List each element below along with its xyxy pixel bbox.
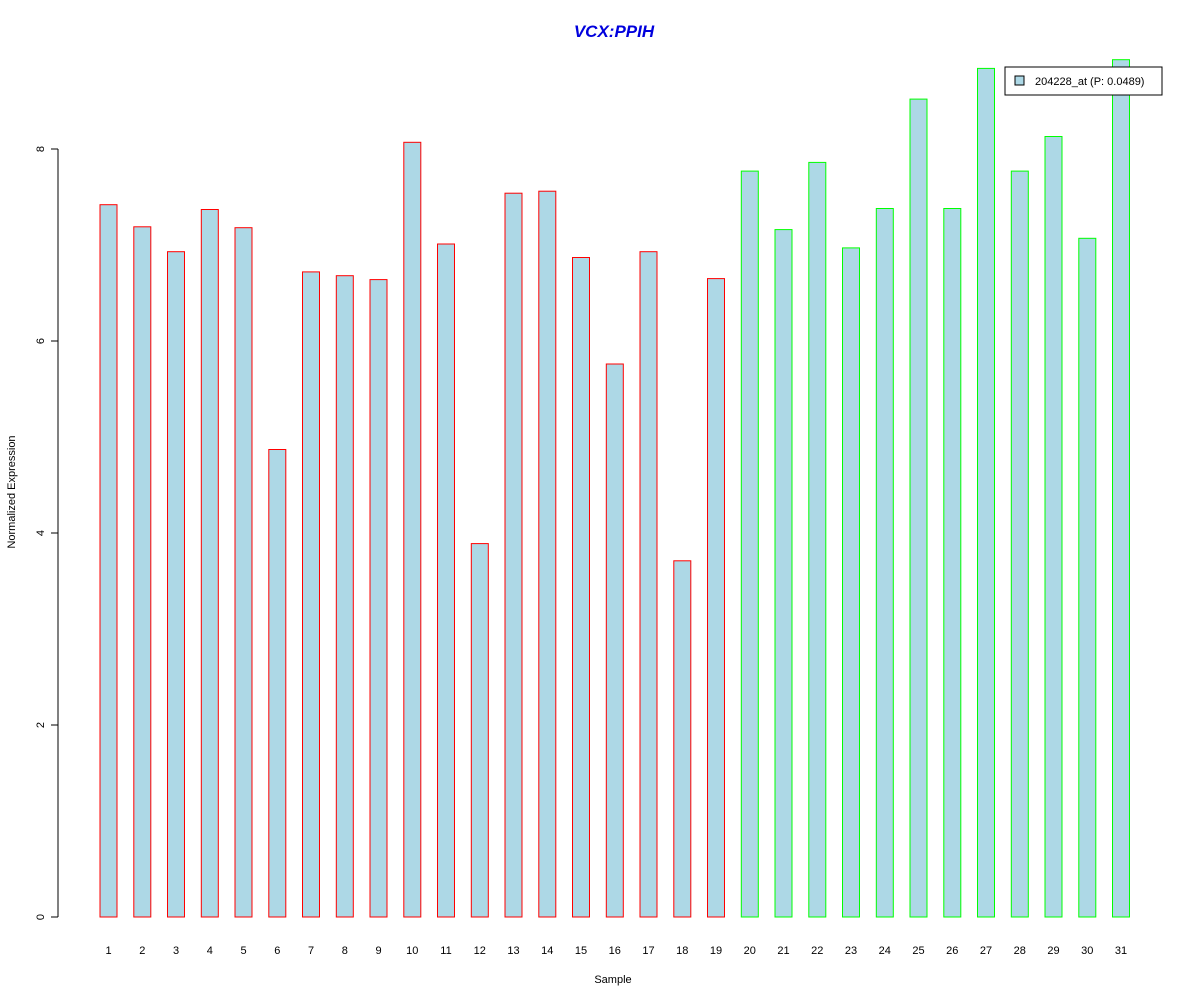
y-tick-label: 0	[35, 914, 47, 920]
bar-sample-25	[909, 98, 928, 918]
x-tick-label: 10	[406, 945, 418, 957]
x-tick-label: 11	[440, 945, 451, 957]
bar-sample-12	[470, 543, 489, 918]
bar-sample-1	[99, 204, 118, 918]
y-axis-label: Normalized Expression	[6, 435, 18, 548]
y-tick-label: 8	[35, 146, 47, 152]
x-tick-label: 28	[1014, 945, 1026, 957]
x-tick-labels: 1 2 3 4 5 6 7 8 9 10 11 12 13 14 15 16 17 18 19 20 21 22 23 24 2…	[105, 945, 1127, 957]
bar-sample-8	[335, 275, 354, 918]
x-tick-label: 8	[342, 945, 348, 957]
x-tick-label: 20	[744, 945, 756, 957]
x-axis-label: Sample	[594, 974, 631, 986]
bar-sample-16	[605, 363, 624, 918]
bar-sample-5	[234, 227, 253, 918]
bar-sample-6	[268, 449, 287, 918]
legend-swatch	[1014, 75, 1025, 86]
bar-sample-11	[437, 243, 455, 918]
x-tick-label: 30	[1081, 945, 1093, 957]
legend-label: 204228_at (P: 0.0489)	[1035, 76, 1144, 88]
x-tick-label: 2	[139, 945, 145, 957]
bar-sample-9	[369, 279, 388, 918]
bar-sample-26	[943, 208, 962, 918]
x-tick-label: 12	[474, 945, 486, 957]
bar-sample-22	[808, 161, 827, 918]
x-tick-label: 4	[207, 945, 213, 957]
legend-box	[1004, 66, 1163, 96]
x-tick-label: 29	[1047, 945, 1059, 957]
bar-sample-28	[1010, 170, 1029, 918]
x-tick-label: 17	[642, 945, 654, 957]
x-tick-label: 19	[710, 945, 722, 957]
bar-sample-15	[572, 257, 590, 918]
x-tick-label: 5	[240, 945, 246, 957]
legend: 204228_at (P: 0.0489)	[1004, 66, 1163, 96]
bar-sample-14	[538, 190, 557, 918]
x-tick-label: 31	[1115, 945, 1127, 957]
chart-title: VCX:PPIH	[574, 22, 655, 41]
x-tick-label: 3	[173, 945, 179, 957]
y-tick-label: 2	[35, 722, 47, 728]
bar-sample-31	[1112, 59, 1130, 918]
y-tick-label: 4	[35, 530, 47, 536]
y-axis: 0 2 4 6 8	[35, 146, 59, 920]
x-tick-label: 6	[274, 945, 280, 957]
bar-sample-19	[707, 278, 725, 918]
bar-sample-21	[774, 229, 793, 918]
x-tick-label: 7	[308, 945, 314, 957]
x-tick-label: 9	[375, 945, 381, 957]
bar-sample-4	[200, 209, 219, 918]
x-tick-label: 22	[811, 945, 823, 957]
bar-sample-20	[740, 170, 759, 918]
x-tick-label: 21	[777, 945, 789, 957]
x-tick-label: 1	[105, 945, 111, 957]
x-tick-label: 24	[879, 945, 891, 957]
bar-sample-17	[639, 251, 658, 918]
bar-sample-10	[403, 141, 422, 918]
x-tick-label: 27	[980, 945, 992, 957]
x-tick-label: 26	[946, 945, 958, 957]
bar-sample-18	[673, 560, 692, 918]
bar-sample-23	[842, 247, 860, 918]
bar-sample-7	[302, 271, 320, 918]
x-tick-label: 15	[575, 945, 587, 957]
bar-sample-27	[977, 67, 995, 918]
bar-sample-2	[133, 226, 152, 918]
x-tick-label: 13	[507, 945, 519, 957]
y-tick-label: 6	[35, 338, 47, 344]
x-tick-label: 23	[845, 945, 857, 957]
bar-sample-30	[1078, 237, 1097, 918]
bar-sample-29	[1044, 136, 1063, 918]
x-tick-label: 14	[541, 945, 553, 957]
x-tick-label: 25	[912, 945, 924, 957]
bars-group	[99, 59, 1130, 918]
bar-sample-24	[875, 208, 894, 918]
x-tick-label: 18	[676, 945, 688, 957]
x-tick-label: 16	[609, 945, 621, 957]
bar-sample-13	[504, 192, 523, 918]
bar-sample-3	[167, 251, 185, 918]
